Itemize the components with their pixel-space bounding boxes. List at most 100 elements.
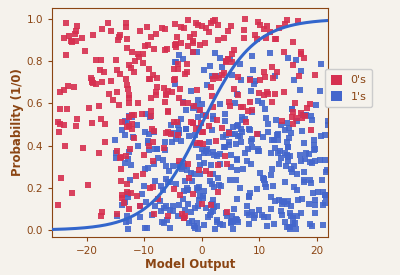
Point (232, 101, 238, 105)
Point (194, 188, 201, 192)
Point (146, 132, 152, 136)
Point (176, 131, 182, 135)
Point (207, 85, 214, 89)
Point (56, 107, 63, 111)
Point (208, 21, 214, 25)
Point (126, 124, 133, 129)
Point (137, 204, 143, 208)
Point (281, 180, 288, 184)
Point (128, 191, 134, 196)
Point (281, 50, 288, 54)
Point (222, 154, 228, 158)
Point (71, 85, 78, 89)
Point (204, 83, 210, 88)
Point (234, 157, 240, 162)
Point (247, 77, 254, 81)
Point (113, 212, 120, 216)
Point (208, 162, 214, 167)
Point (273, 37, 280, 42)
Point (318, 134, 324, 138)
Point (179, 167, 185, 171)
Point (170, 78, 177, 82)
Point (224, 214, 230, 218)
Point (267, 29, 274, 34)
Point (234, 134, 241, 138)
Point (257, 23, 263, 28)
Point (232, 177, 239, 182)
Point (193, 142, 199, 147)
Point (184, 188, 190, 192)
Point (165, 180, 171, 184)
Point (286, 225, 292, 230)
Point (182, 207, 188, 212)
Point (178, 25, 184, 29)
Point (226, 143, 232, 147)
Point (207, 178, 213, 183)
Point (162, 177, 169, 181)
Point (172, 76, 178, 81)
Point (208, 210, 214, 214)
Point (182, 179, 188, 184)
Point (244, 210, 250, 215)
Point (165, 110, 172, 114)
Point (124, 182, 130, 186)
Point (321, 193, 328, 197)
Point (125, 115, 132, 119)
Point (196, 141, 203, 145)
Point (275, 132, 282, 137)
Point (254, 132, 260, 136)
Point (90, 81, 96, 85)
Point (285, 56, 291, 60)
Point (256, 208, 262, 213)
Point (151, 161, 157, 166)
Point (255, 20, 262, 24)
Point (261, 70, 267, 74)
Point (146, 76, 152, 81)
Point (184, 162, 191, 166)
Point (248, 162, 254, 166)
Point (307, 160, 313, 164)
Point (325, 123, 331, 127)
Point (114, 89, 120, 94)
Point (108, 79, 114, 83)
Point (129, 114, 136, 119)
Point (69, 40, 75, 44)
Point (269, 100, 275, 104)
Point (282, 219, 288, 224)
Point (122, 25, 129, 29)
Point (279, 213, 286, 218)
Point (242, 151, 248, 156)
Point (292, 101, 299, 106)
Point (199, 102, 205, 106)
Point (170, 131, 177, 136)
Point (56, 130, 62, 134)
Point (159, 220, 165, 225)
Point (285, 155, 292, 159)
Point (188, 209, 194, 214)
Point (267, 194, 274, 199)
Point (192, 133, 198, 137)
Point (282, 128, 288, 133)
Point (144, 166, 151, 170)
Point (98, 26, 105, 31)
Point (172, 42, 179, 47)
Point (269, 65, 275, 69)
Point (211, 185, 217, 189)
Point (184, 168, 190, 172)
Point (246, 78, 253, 82)
Point (96, 151, 102, 155)
Point (123, 154, 129, 159)
Point (222, 112, 229, 116)
Point (180, 101, 187, 105)
Point (286, 153, 293, 158)
Point (289, 170, 295, 175)
Point (281, 22, 288, 26)
Point (289, 107, 296, 111)
Point (129, 112, 135, 117)
Point (256, 78, 263, 83)
Point (290, 77, 297, 82)
Point (154, 75, 160, 80)
Point (210, 105, 216, 110)
Point (271, 222, 277, 226)
Point (302, 114, 308, 119)
